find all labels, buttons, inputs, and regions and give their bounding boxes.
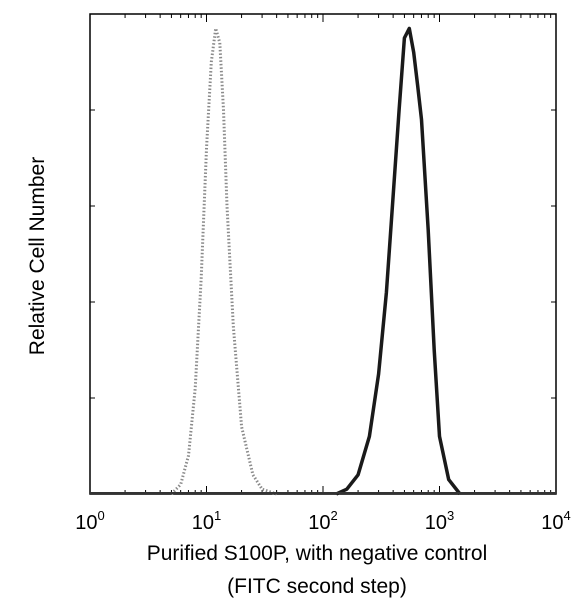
x-tick-label: 101 [192, 508, 221, 534]
x-tick-label: 102 [308, 508, 337, 534]
x-tick-label: 100 [75, 508, 104, 534]
x-tick-labels: 100 101 102 103 104 [75, 508, 570, 534]
x-axis-title-line1: Purified S100P, with negative control [147, 542, 488, 565]
y-ticks [90, 13, 556, 495]
plot-frame [89, 13, 557, 495]
control-histogram-line [170, 26, 278, 496]
sample-histogram-line [335, 26, 462, 496]
x-tick-label: 103 [425, 508, 454, 534]
x-axis-title-line2: (FITC second step) [227, 575, 407, 598]
y-axis-title: Relative Cell Number [26, 157, 49, 355]
x-tick-label: 104 [541, 508, 570, 534]
minor-ticks [89, 14, 552, 494]
series-layer [90, 26, 556, 496]
